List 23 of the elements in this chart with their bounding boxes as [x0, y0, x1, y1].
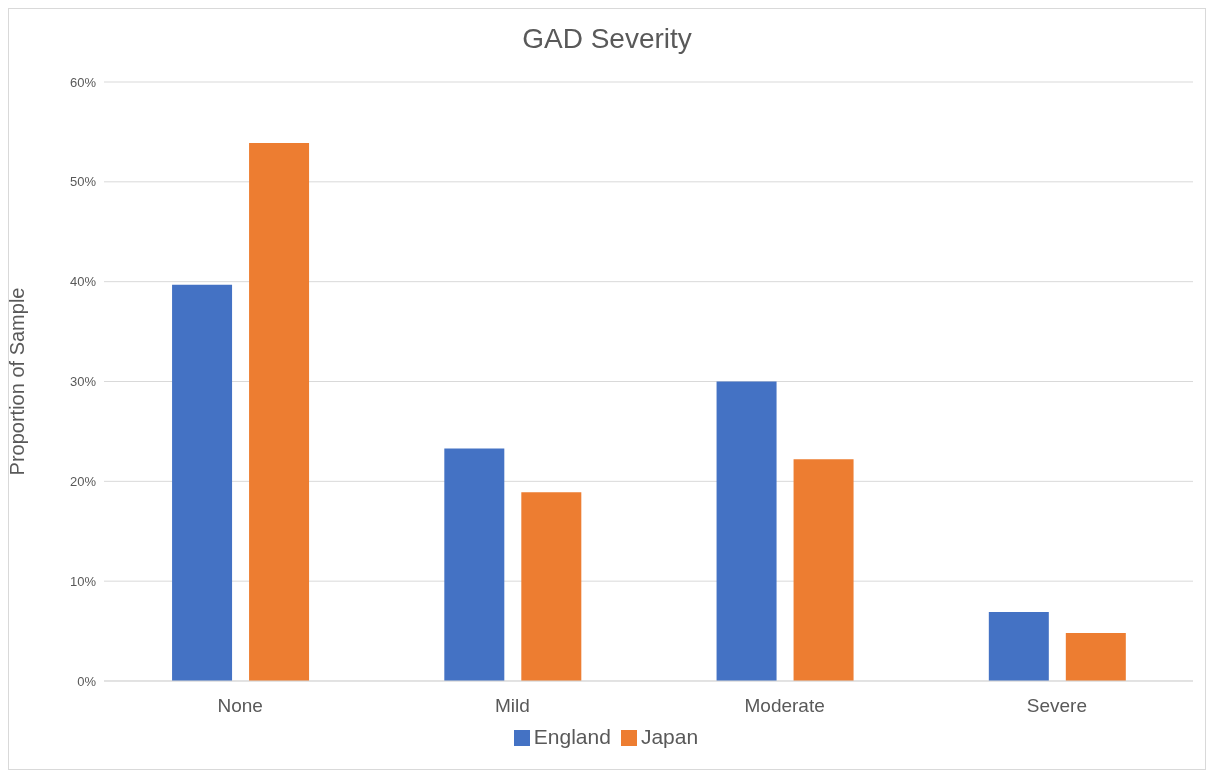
y-tick-label: 50%	[69, 174, 97, 190]
y-tick-label: 10%	[69, 573, 97, 589]
bar	[249, 142, 310, 681]
legend-label: Japan	[640, 725, 699, 748]
y-axis-title: Proportion of Sample	[6, 287, 29, 476]
x-tick-label: Mild	[494, 695, 530, 717]
y-tick-label: 60%	[69, 74, 97, 90]
bar	[444, 448, 505, 681]
legend-label: England	[533, 725, 611, 748]
bar	[793, 459, 854, 681]
bar	[521, 492, 582, 681]
chart-title: GAD Severity	[521, 23, 693, 55]
bar	[716, 381, 777, 681]
x-tick-label: Moderate	[744, 695, 825, 717]
y-tick-label: 40%	[69, 274, 97, 290]
x-tick-label: None	[217, 695, 263, 717]
x-tick-label: Severe	[1026, 695, 1087, 717]
y-tick-label: 20%	[69, 473, 97, 489]
y-tick-label: 0%	[77, 673, 97, 689]
bar	[172, 284, 233, 681]
y-tick-label: 30%	[69, 374, 97, 390]
bar	[1065, 633, 1126, 681]
bar	[988, 612, 1049, 681]
